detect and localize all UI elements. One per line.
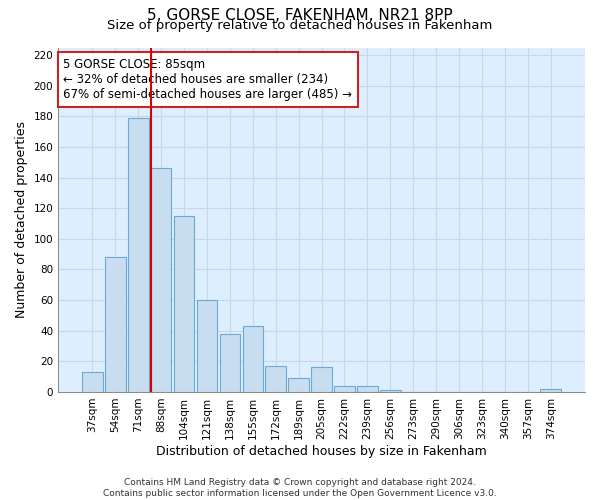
Bar <box>334 386 355 392</box>
Bar <box>357 386 378 392</box>
Bar <box>197 300 217 392</box>
Text: Size of property relative to detached houses in Fakenham: Size of property relative to detached ho… <box>107 19 493 32</box>
X-axis label: Distribution of detached houses by size in Fakenham: Distribution of detached houses by size … <box>156 444 487 458</box>
Bar <box>128 118 149 392</box>
Text: Contains HM Land Registry data © Crown copyright and database right 2024.
Contai: Contains HM Land Registry data © Crown c… <box>103 478 497 498</box>
Text: 5 GORSE CLOSE: 85sqm
← 32% of detached houses are smaller (234)
67% of semi-deta: 5 GORSE CLOSE: 85sqm ← 32% of detached h… <box>64 58 352 101</box>
Y-axis label: Number of detached properties: Number of detached properties <box>15 121 28 318</box>
Bar <box>82 372 103 392</box>
Bar <box>265 366 286 392</box>
Bar <box>242 326 263 392</box>
Bar <box>289 378 309 392</box>
Bar <box>105 257 125 392</box>
Bar <box>541 389 561 392</box>
Bar <box>380 390 401 392</box>
Bar <box>311 368 332 392</box>
Bar <box>174 216 194 392</box>
Bar <box>151 168 172 392</box>
Text: 5, GORSE CLOSE, FAKENHAM, NR21 8PP: 5, GORSE CLOSE, FAKENHAM, NR21 8PP <box>147 8 453 22</box>
Bar <box>220 334 240 392</box>
